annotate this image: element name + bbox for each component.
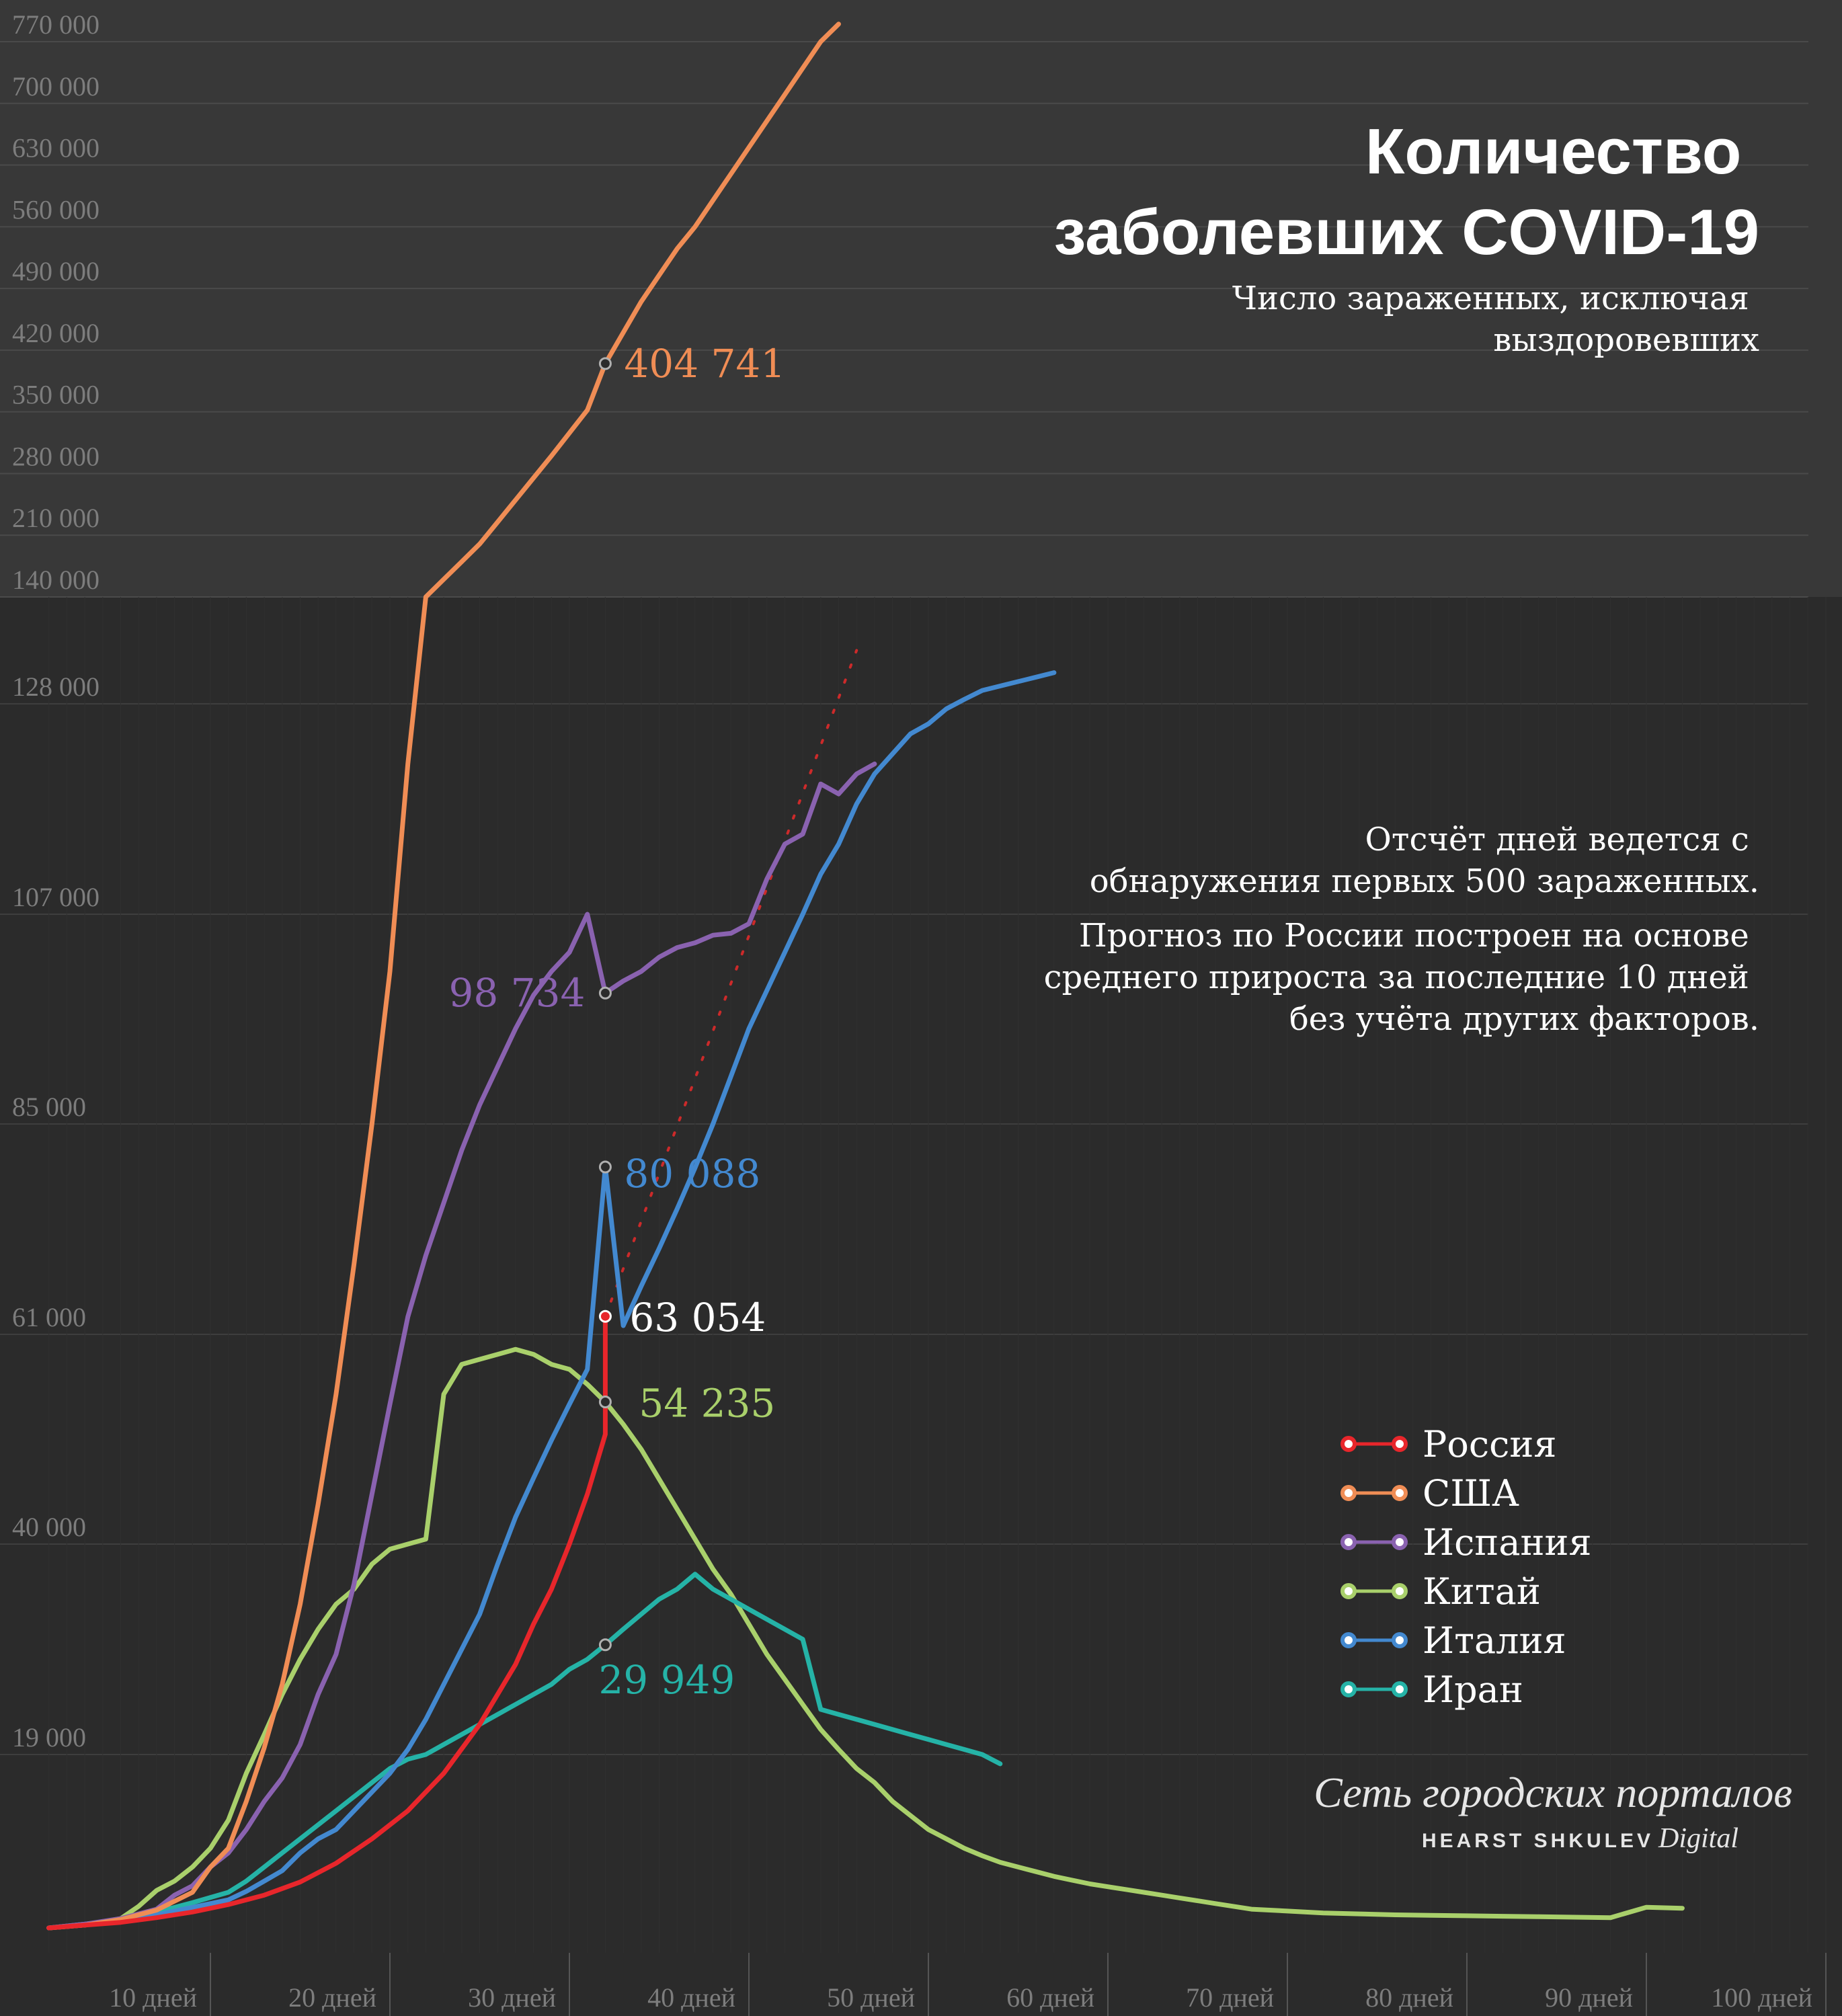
notes-block: Отсчёт дней ведется с обнаружения первых… <box>1044 821 1759 1038</box>
y-axis-ticks: 770 000 700 000 630 000 560 000 490 000 420 0… <box>12 9 99 1752</box>
y-tick-label: 19 000 <box>12 1722 86 1752</box>
legend-label-iran: Иран <box>1423 1668 1523 1711</box>
y-tick-label: 128 000 <box>12 672 99 702</box>
y-tick-label: 490 000 <box>12 256 99 286</box>
y-tick-label: 770 000 <box>12 9 99 40</box>
note-start-count: Отсчёт дней ведется с обнаружения первых… <box>1090 821 1759 900</box>
y-tick-label: 630 000 <box>12 133 99 163</box>
series-china <box>46 1346 1685 1931</box>
legend-label-italy: Италия <box>1423 1619 1566 1662</box>
end-marker-italy <box>598 1160 612 1174</box>
x-tick-label: 30 дней <box>468 1982 556 2013</box>
series-italy <box>46 670 1057 1931</box>
x-tick-label: 60 дней <box>1006 1982 1094 2013</box>
legend-dot-russia <box>1392 1436 1408 1452</box>
legend-dot-usa <box>1340 1485 1357 1501</box>
x-tick-label: 40 дней <box>647 1982 735 2013</box>
legend-label-russia: Россия <box>1423 1423 1556 1465</box>
end-marker-russia <box>598 1309 612 1323</box>
brand-digital: Digital <box>1658 1823 1738 1854</box>
legend-dot-spain <box>1392 1534 1408 1550</box>
series-lines <box>46 22 1685 1931</box>
chart-title: Количество заболевших COVID-19 <box>1054 116 1759 268</box>
legend-label-usa: США <box>1423 1472 1519 1515</box>
chart-subtitle: Число зараженных, исключая выздоровевших <box>1232 280 1759 359</box>
end-marker-china <box>598 1396 612 1409</box>
x-tick-label: 20 дней <box>288 1982 376 2013</box>
y-tick-label: 107 000 <box>12 882 99 912</box>
lower-panel <box>0 597 1842 2016</box>
end-label-iran: 29 949 <box>598 1657 735 1703</box>
x-tick-label: 80 дней <box>1365 1982 1453 2013</box>
series-russia <box>46 1314 608 1931</box>
legend-dot-italy <box>1340 1632 1357 1648</box>
brand-portal-name: Сеть городских порталов <box>1314 1769 1792 1816</box>
y-tick-label: 85 000 <box>12 1092 86 1122</box>
y-tick-label: 140 000 <box>12 565 99 595</box>
y-tick-label: 700 000 <box>12 71 99 102</box>
end-marker-spain <box>598 986 612 1000</box>
legend-dot-china <box>1392 1583 1408 1599</box>
end-marker-usa <box>598 357 612 370</box>
legend-dot-iran <box>1392 1681 1408 1697</box>
x-tick-label: 10 дней <box>109 1982 197 2013</box>
x-tick-label: 50 дней <box>827 1982 915 2013</box>
legend-dot-italy <box>1392 1632 1408 1648</box>
title-block: Количество заболевших COVID-19 Число зар… <box>1054 116 1759 359</box>
gridlines <box>0 41 1827 1953</box>
x-tick-label: 90 дней <box>1545 1982 1633 2013</box>
end-label-spain: 98 734 <box>448 970 585 1016</box>
x-axis-ticks: 10 дней 20 дней 30 дней 40 дней 50 дней 60 дн… <box>109 1953 1827 2016</box>
legend-dot-usa <box>1392 1485 1408 1501</box>
brand-company: HEARST SHKULEV <box>1422 1830 1654 1852</box>
end-label-usa: 404 741 <box>624 341 785 387</box>
legend-label-china: Китай <box>1423 1570 1541 1613</box>
series-spain <box>46 761 877 1931</box>
y-tick-label: 560 000 <box>12 194 99 225</box>
end-labels: 63 054 404 741 98 734 54 235 80 088 29 949 <box>448 341 785 1703</box>
end-marker-iran <box>598 1638 612 1652</box>
y-tick-label: 350 000 <box>12 380 99 410</box>
legend-dot-russia <box>1340 1436 1357 1452</box>
legend-label-spain: Испания <box>1423 1521 1592 1564</box>
y-tick-label: 40 000 <box>12 1512 86 1542</box>
note-forecast: Прогноз по России построен на основе сре… <box>1044 917 1759 1038</box>
series-russia-forecast <box>604 649 858 1318</box>
y-tick-label: 61 000 <box>12 1302 86 1332</box>
legend-dot-china <box>1340 1583 1357 1599</box>
legend-dot-iran <box>1340 1681 1357 1697</box>
end-label-russia: 63 054 <box>629 1295 766 1340</box>
y-tick-label: 420 000 <box>12 318 99 348</box>
legend-dot-spain <box>1340 1534 1357 1550</box>
upper-panel <box>0 0 1842 597</box>
legend: Россия США Испания Китай Италия Иран <box>1340 1423 1592 1711</box>
end-label-china: 54 235 <box>639 1381 775 1426</box>
x-tick-label: 100 дней <box>1711 1982 1812 2013</box>
series-iran <box>46 1572 1003 1931</box>
series-usa <box>46 22 841 1931</box>
x-tick-label: 70 дней <box>1186 1982 1274 2013</box>
end-label-italy: 80 088 <box>624 1151 760 1197</box>
y-tick-label: 210 000 <box>12 503 99 533</box>
branding: Сеть городских порталов HEARST SHKULEV D… <box>1314 1769 1792 1854</box>
y-tick-label: 280 000 <box>12 441 99 471</box>
